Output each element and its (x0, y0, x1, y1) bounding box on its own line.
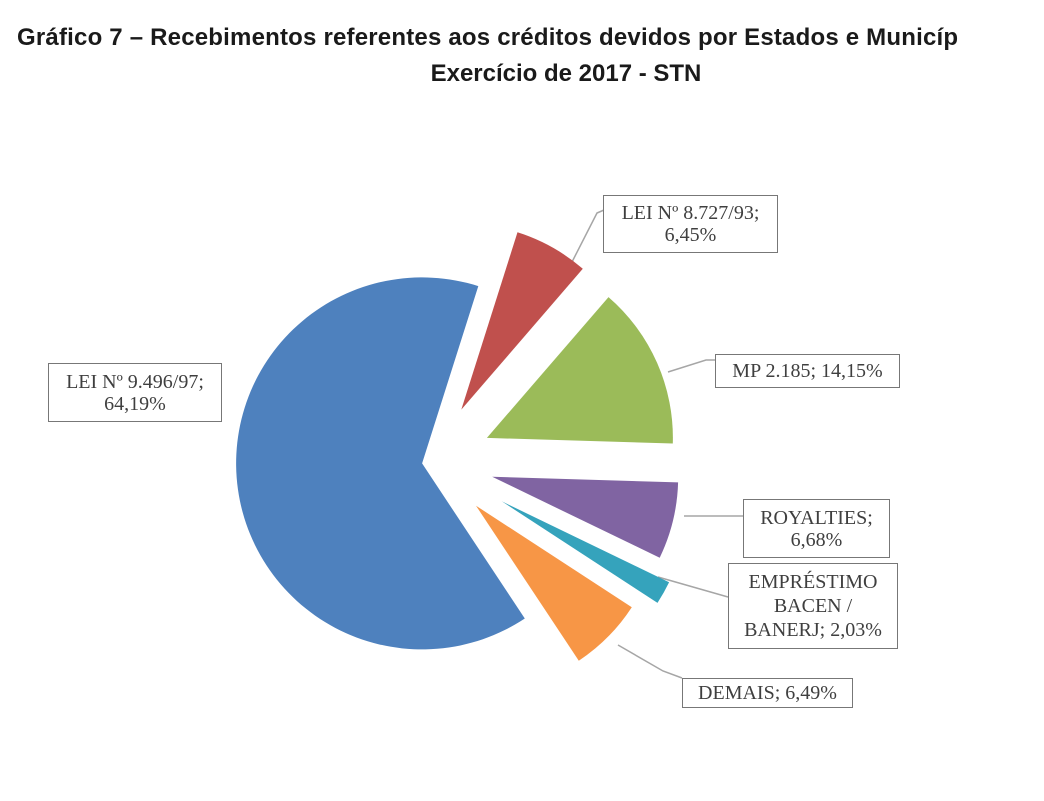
callout-line: LEI Nº 8.727/93; (621, 202, 760, 224)
leader-line-4 (617, 644, 683, 679)
pie-slice-2 (486, 297, 673, 444)
callout-emprestimo-bacen-banerj: EMPRÉSTIMO BACEN / BANERJ; 2,03% (728, 563, 898, 649)
leader-line-3 (657, 576, 729, 598)
callout-line: 6,68% (790, 528, 843, 551)
pie-slice-1 (461, 232, 583, 410)
leader-line-1 (667, 359, 716, 373)
callout-line: 64,19% (104, 392, 166, 415)
callout-line: 6,45% (664, 224, 717, 246)
callout-royalties: ROYALTIES; 6,68% (743, 499, 890, 558)
callout-line: MP 2.185; 14,15% (732, 360, 883, 382)
leader-line-0 (571, 209, 605, 263)
callout-mp-2185: MP 2.185; 14,15% (715, 354, 900, 388)
callout-line: DEMAIS; 6,49% (698, 682, 837, 704)
callout-line: ROYALTIES; (760, 506, 873, 529)
pie-slice-4 (501, 501, 670, 603)
callout-lei-8727: LEI Nº 8.727/93; 6,45% (603, 195, 778, 253)
chart-subtitle: Exercício de 2017 - STN (430, 60, 702, 87)
callout-line: EMPRÉSTIMO (748, 571, 878, 593)
chart-title: Gráfico 7 – Recebimentos referentes aos … (17, 24, 959, 51)
pie-slice-5 (476, 505, 632, 661)
callout-demais: DEMAIS; 6,49% (682, 678, 853, 708)
callout-leader-lines (571, 209, 743, 679)
pie-slice-0 (236, 277, 525, 650)
callout-line: BACEN / (773, 595, 853, 617)
pie-slice-3 (492, 476, 679, 558)
callout-lei-9496: LEI Nº 9.496/97; 64,19% (48, 363, 222, 422)
callout-line: LEI Nº 9.496/97; (66, 370, 204, 393)
callout-line: BANERJ; 2,03% (744, 619, 882, 641)
pie-slices (236, 232, 679, 661)
